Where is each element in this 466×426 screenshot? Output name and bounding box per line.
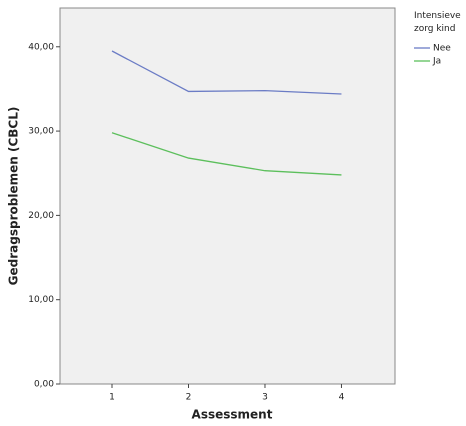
x-axis-title: Assessment <box>192 408 273 422</box>
series-line <box>111 132 342 176</box>
x-tick-label: 1 <box>109 393 115 403</box>
x-tick-label: 3 <box>262 393 268 403</box>
y-axis-title: Gedragsproblemen (CBCL) <box>7 107 21 286</box>
legend-label: Nee <box>433 44 451 54</box>
y-tick-label: 30,00 <box>28 127 54 137</box>
x-tick-label: 4 <box>339 393 345 403</box>
y-tick-label: 40,00 <box>28 42 54 52</box>
series-line <box>111 50 342 95</box>
plot-area <box>59 7 396 385</box>
legend-label: Ja <box>432 57 441 67</box>
x-tick-label: 2 <box>186 393 192 403</box>
legend-title: Intensieve zorg kind <box>414 11 461 34</box>
y-tick-label: 10,00 <box>28 295 54 305</box>
y-tick-label: 20,00 <box>28 211 54 221</box>
y-tick-label: 0,00 <box>34 380 54 390</box>
